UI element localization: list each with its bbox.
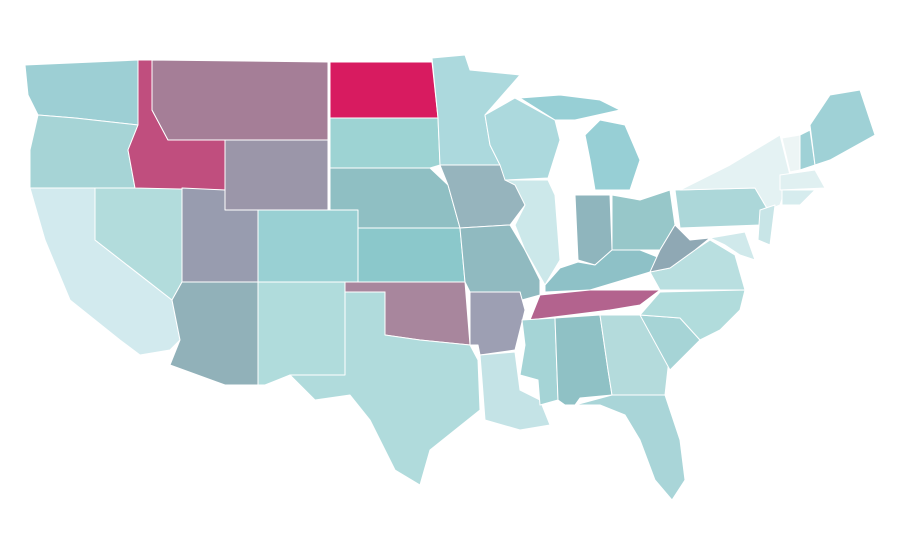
state — [574, 394, 686, 501]
state — [709, 231, 756, 261]
state — [169, 281, 259, 386]
state — [519, 94, 641, 191]
state — [257, 209, 359, 283]
state — [151, 59, 329, 141]
state — [639, 289, 746, 341]
state — [484, 97, 561, 181]
state — [29, 114, 139, 189]
state — [779, 169, 826, 191]
state — [674, 187, 769, 229]
state — [224, 139, 329, 211]
state — [504, 179, 561, 286]
state — [289, 291, 481, 486]
state — [329, 117, 441, 169]
state — [357, 227, 466, 283]
state — [649, 224, 711, 273]
state — [469, 291, 526, 356]
state — [459, 224, 541, 301]
state — [544, 249, 661, 293]
state — [757, 204, 776, 246]
state — [479, 351, 551, 431]
state — [781, 189, 816, 206]
state — [809, 89, 876, 166]
state — [329, 61, 439, 119]
state — [257, 281, 346, 386]
